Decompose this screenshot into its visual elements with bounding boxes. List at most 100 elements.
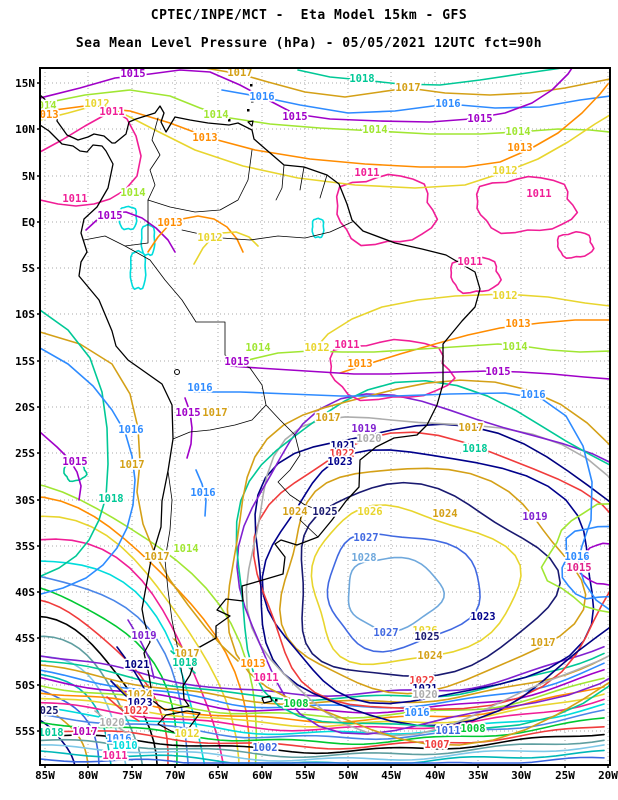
isobar-label: 1018 <box>172 657 197 669</box>
country-border <box>147 149 253 213</box>
isobar-label: 1015 <box>97 210 122 222</box>
isobar-label: 1011 <box>99 106 124 118</box>
isobar-label: 1022 <box>409 675 434 687</box>
isobar-ring-1027 <box>326 532 481 653</box>
isobar-label: 1014 <box>173 543 198 555</box>
isobar-blob-1016 <box>561 525 609 600</box>
isobar-label: 1013 <box>507 142 532 154</box>
lon-label: 65W <box>208 769 228 782</box>
isobar-line-1018 <box>41 309 109 577</box>
isobar-label: 1017 <box>458 422 483 434</box>
isobar-blob-1010 <box>118 205 138 231</box>
isobar-label: 1014 <box>362 124 387 136</box>
isobar-label: 1015 <box>175 407 200 419</box>
isobar-label: 1010 <box>112 740 137 752</box>
isobar-ring-1023 <box>261 449 595 705</box>
isobar-label: 1011 <box>102 750 127 762</box>
map-title: CPTEC/INPE/MCT - Eta Model 15km - GFS <box>150 8 468 23</box>
isobar-ring-1021 <box>254 423 609 727</box>
isobar-label: 1023 <box>470 611 495 623</box>
lon-label: 70W <box>165 769 185 782</box>
island-speck <box>247 109 250 112</box>
isobar-line-1019 <box>127 619 155 679</box>
isobar-line-1004 <box>41 744 605 762</box>
isobar-label: 1017 <box>174 648 199 660</box>
lon-label: 50W <box>338 769 358 782</box>
country-border <box>319 174 328 199</box>
isobar-label: 1022 <box>329 448 354 460</box>
lat-label: EQ <box>22 216 36 229</box>
country-border <box>181 221 353 241</box>
country-border <box>275 164 285 201</box>
isobar-label: 1024 <box>282 506 307 518</box>
isobar-label: 1020 <box>412 689 437 701</box>
isobar-line-1015 <box>85 211 176 253</box>
isobar-label: 1024 <box>432 508 457 520</box>
isobar-label: 1013 <box>157 217 182 229</box>
isobar-label: 1013 <box>33 109 58 121</box>
coastline-island <box>157 710 201 733</box>
isobar-label: 1011 <box>457 256 482 268</box>
isobar-label: 1021 <box>124 659 149 671</box>
lat-label: 25S <box>15 447 35 460</box>
isobar-label: 1011 <box>354 167 379 179</box>
isobar-line-1016 <box>193 391 609 611</box>
lon-label: 45W <box>381 769 401 782</box>
isobar-line-1002 <box>41 689 100 764</box>
lon-label: 80W <box>78 769 98 782</box>
isobar-ring-1024 <box>278 467 587 695</box>
isobar-label: 1015 <box>62 456 87 468</box>
isobar-line-1022 <box>106 696 140 722</box>
isobar-label: 1014 <box>31 100 56 112</box>
isobar-label: 1019 <box>351 423 376 435</box>
country-border <box>147 117 161 201</box>
isobar-line-1015 <box>41 431 82 501</box>
isobar-line-1002 <box>41 756 605 764</box>
isobar-line-1017 <box>41 331 239 662</box>
geography <box>41 84 481 733</box>
isobar-label: 1016 <box>118 424 143 436</box>
isobar-label: 1016 <box>106 733 131 745</box>
isobar-label: 1012 <box>197 232 222 244</box>
isobar-line-1019 <box>41 646 605 697</box>
isobar-label: 1011 <box>253 672 278 684</box>
lon-label: 60W <box>252 769 272 782</box>
lat-label: 20S <box>15 401 35 414</box>
isobar-line-1012 <box>41 515 240 764</box>
isobar-label: 1012 <box>492 290 517 302</box>
isobar-line-1012 <box>193 231 259 265</box>
isobar-label: 1018 <box>38 727 63 739</box>
isobar-line-1021 <box>116 646 148 695</box>
isobar-label: 1027 <box>353 532 378 544</box>
island-speck <box>252 91 255 94</box>
isobar-label: 1013 <box>347 358 372 370</box>
isobar-line-1005 <box>41 635 144 764</box>
country-border <box>124 245 267 440</box>
island-speck <box>228 119 231 122</box>
island-speck <box>250 84 253 87</box>
isobar-blob-1015 <box>578 542 609 586</box>
isobar-line-1013 <box>147 215 244 253</box>
isobar-line-1016 <box>41 662 605 709</box>
isobar-line-1006 <box>41 615 158 764</box>
isobar-label: 1016 <box>249 91 274 103</box>
isobar-label: 1007 <box>424 739 449 751</box>
isobar-label: 1016 <box>520 389 545 401</box>
isobar-label: 1002 <box>252 742 277 754</box>
country-border <box>265 404 319 511</box>
isobar-label: 1018 <box>462 443 487 455</box>
isobar-line-1013 <box>41 83 609 168</box>
isobar-line-1000 <box>41 719 76 764</box>
lon-label: 75W <box>122 769 142 782</box>
country-border <box>299 504 319 538</box>
isobar-label: 1016 <box>404 707 429 719</box>
isobar-label: 1025 <box>414 631 439 643</box>
isobar-line-1016 <box>195 469 207 517</box>
isobar-label: 1014 <box>120 187 145 199</box>
isobar-label: 1015 <box>485 366 510 378</box>
isobar-blob-1010 <box>140 223 156 257</box>
isobar-label: 1026 <box>412 625 437 637</box>
isobar-label: 1023 <box>327 456 352 468</box>
isobar-label: 1014 <box>203 109 228 121</box>
